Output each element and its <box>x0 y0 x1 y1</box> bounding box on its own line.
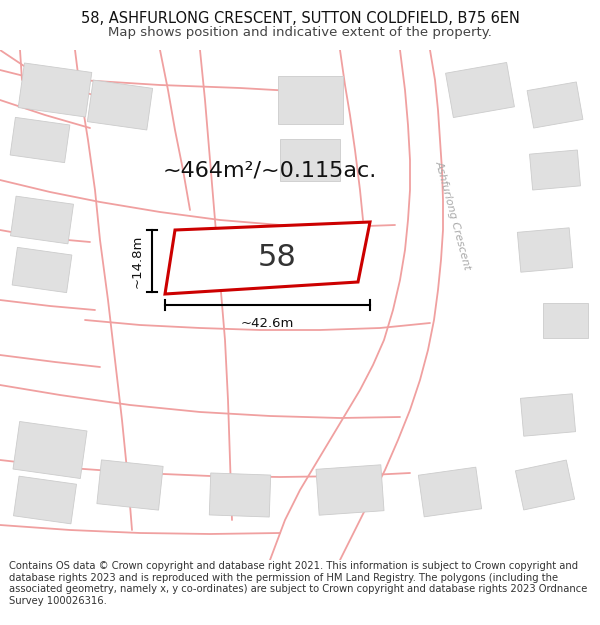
Polygon shape <box>520 394 575 436</box>
Polygon shape <box>527 82 583 128</box>
Polygon shape <box>280 139 340 181</box>
Text: 58, ASHFURLONG CRESCENT, SUTTON COLDFIELD, B75 6EN: 58, ASHFURLONG CRESCENT, SUTTON COLDFIEL… <box>80 11 520 26</box>
Polygon shape <box>88 80 152 130</box>
Text: Map shows position and indicative extent of the property.: Map shows position and indicative extent… <box>108 26 492 39</box>
Polygon shape <box>517 228 572 272</box>
Polygon shape <box>418 467 482 517</box>
Polygon shape <box>18 63 92 117</box>
Polygon shape <box>316 465 384 515</box>
Text: Contains OS data © Crown copyright and database right 2021. This information is : Contains OS data © Crown copyright and d… <box>9 561 587 606</box>
Text: ~464m²/~0.115ac.: ~464m²/~0.115ac. <box>163 160 377 180</box>
Polygon shape <box>542 302 587 338</box>
Polygon shape <box>209 473 271 517</box>
Polygon shape <box>12 248 72 292</box>
Polygon shape <box>530 150 580 190</box>
Text: Ashfurlong Crescent: Ashfurlong Crescent <box>434 159 472 271</box>
Polygon shape <box>13 476 77 524</box>
Polygon shape <box>13 421 87 479</box>
Text: ~42.6m: ~42.6m <box>241 317 294 330</box>
Polygon shape <box>165 222 370 294</box>
Polygon shape <box>97 460 163 510</box>
Polygon shape <box>10 118 70 162</box>
Polygon shape <box>446 62 514 118</box>
Text: ~14.8m: ~14.8m <box>131 234 144 288</box>
Polygon shape <box>277 76 343 124</box>
Polygon shape <box>10 196 74 244</box>
Text: 58: 58 <box>257 242 296 271</box>
Polygon shape <box>515 460 575 510</box>
